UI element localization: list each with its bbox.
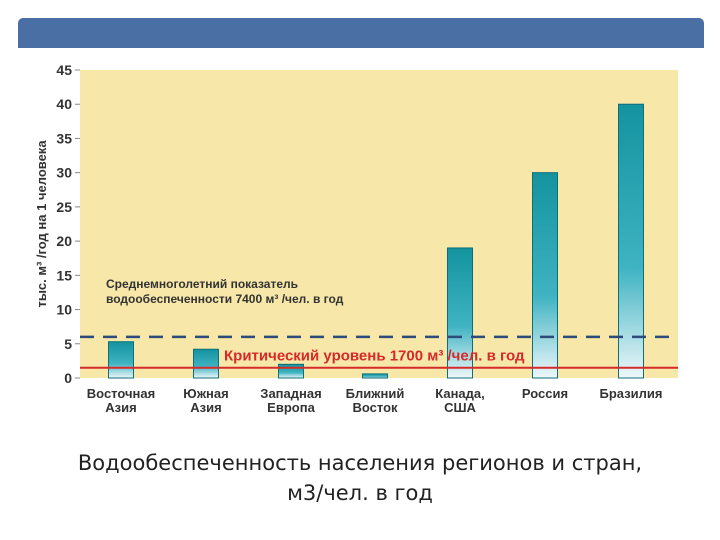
category-label: Западная — [260, 386, 321, 401]
category-label: Ближний — [346, 386, 405, 401]
category-label: США — [444, 400, 476, 415]
caption-line-2: м3/чел. в год — [287, 481, 433, 505]
y-tick-label: 35 — [56, 130, 72, 146]
bar — [193, 348, 219, 379]
y-tick-label: 40 — [56, 96, 72, 112]
y-tick-label: 45 — [56, 62, 72, 78]
category-label: Азия — [190, 400, 221, 415]
y-tick-label: 10 — [56, 302, 72, 318]
y-tick-label: 30 — [56, 165, 72, 181]
category-label: Южная — [183, 386, 228, 401]
y-tick-label: 15 — [56, 267, 72, 283]
category-label: Европа — [267, 400, 315, 415]
category-label: Восток — [352, 400, 398, 415]
average-line-label-2: водообеспеченности 7400 м³ /чел. в год — [106, 292, 344, 306]
average-line-label-1: Среднемноголетний показатель — [106, 277, 298, 291]
y-tick-label: 25 — [56, 199, 72, 215]
bar — [362, 373, 388, 379]
y-tick-label: 20 — [56, 233, 72, 249]
caption-line-1: Водообеспеченность населения регионов и … — [77, 451, 643, 475]
y-tick-label: 0 — [64, 370, 72, 386]
category-label: Россия — [522, 386, 568, 401]
bar — [532, 172, 558, 379]
bar — [618, 103, 644, 379]
category-label: Азия — [105, 400, 136, 415]
y-axis-label: тыс. м³ /год на 1 человека — [34, 140, 49, 308]
chart-container: тыс. м³ /год на 1 человека 0 5 10 15 20 25 30 3… — [0, 48, 720, 428]
category-label: Бразилия — [600, 386, 663, 401]
category-label: Восточная — [87, 386, 155, 401]
chart-caption: Водообеспеченность населения регионов и … — [60, 448, 660, 508]
bar — [108, 341, 134, 379]
category-label: Канада, — [435, 386, 485, 401]
plot-area — [80, 70, 678, 378]
water-supply-bar-chart: тыс. м³ /год на 1 человека 0 5 10 15 20 25 30 3… — [34, 62, 678, 415]
header-bar — [18, 18, 704, 48]
bar — [447, 247, 473, 379]
y-tick-label: 5 — [64, 336, 72, 352]
bar — [278, 363, 304, 379]
critical-line-label: Критический уровень 1700 м³ /чел. в год — [224, 348, 525, 365]
